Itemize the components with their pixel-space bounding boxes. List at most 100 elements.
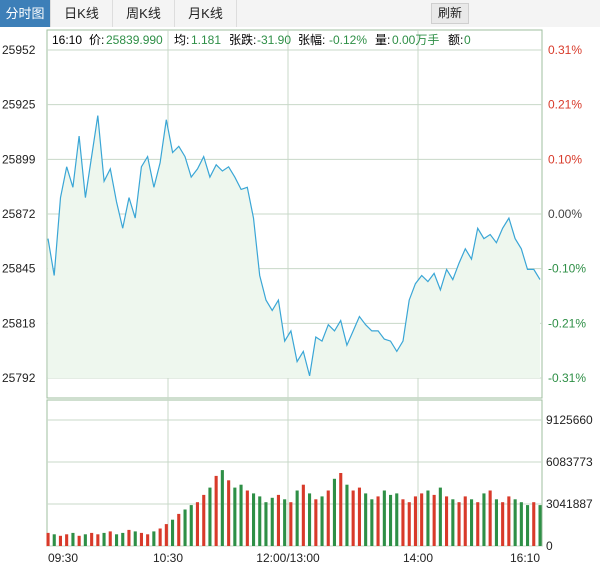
refresh-button[interactable]: 刷新 <box>431 3 470 24</box>
volume-bar <box>152 531 156 546</box>
time-tick-label: 10:30 <box>153 551 183 565</box>
volume-bar <box>245 490 249 546</box>
volume-tick-label: 3041887 <box>546 497 593 511</box>
volume-bar <box>164 524 168 546</box>
volume-bar <box>370 499 374 546</box>
volume-bar <box>46 532 50 546</box>
volume-bar <box>526 505 530 546</box>
volume-bar <box>139 532 143 546</box>
price-tick-label: 25952 <box>2 43 36 57</box>
volume-panel-frame <box>46 399 543 547</box>
volume-bar <box>438 487 442 546</box>
info-vol: 0.00万手 <box>392 33 439 47</box>
volume-bar <box>133 531 137 546</box>
volume-bar <box>470 499 474 546</box>
volume-bar <box>127 529 131 546</box>
volume-bar <box>289 502 293 546</box>
volume-bar <box>58 535 62 546</box>
tab-intraday[interactable]: 分时图 <box>0 0 51 27</box>
volume-bar <box>308 493 312 546</box>
time-tick-label: 14:00 <box>403 551 433 565</box>
volume-bar <box>52 534 56 546</box>
volume-bar <box>270 497 274 546</box>
volume-bar <box>339 473 343 546</box>
volume-bar <box>501 502 505 546</box>
volume-bar <box>413 496 417 546</box>
volume-bar <box>233 487 237 546</box>
price-tick-label: 25818 <box>2 316 36 330</box>
volume-bar <box>395 493 399 546</box>
volume-bar <box>482 493 486 546</box>
volume-bar <box>513 499 517 546</box>
volume-tick-label: 0 <box>546 539 553 553</box>
info-change: -31.90 <box>257 33 291 47</box>
volume-tick-label: 9125660 <box>546 413 593 427</box>
volume-bar <box>301 484 305 546</box>
volume-bar <box>177 513 181 546</box>
price-tick-label: 25792 <box>2 371 36 385</box>
volume-bar <box>332 478 336 546</box>
percent-tick-label: -0.31% <box>548 371 586 385</box>
volume-bars <box>46 470 542 546</box>
info-price: 25839.990 <box>106 33 163 47</box>
tab-bar: 分时图 日K线 周K线 月K线 刷新 <box>0 0 600 27</box>
price-line <box>47 115 541 377</box>
volume-bar <box>208 487 212 546</box>
percent-tick-label: -0.10% <box>548 262 586 276</box>
volume-bar <box>532 502 536 546</box>
volume-bar <box>195 502 199 546</box>
volume-bar <box>420 493 424 546</box>
volume-bar <box>351 490 355 546</box>
volume-bar <box>171 519 175 546</box>
time-tick-label: 12:00/13:00 <box>256 551 320 565</box>
volume-bar <box>158 528 162 546</box>
volume-bar <box>83 534 87 546</box>
volume-bar <box>115 534 119 546</box>
volume-bar <box>264 502 268 546</box>
volume-bar <box>239 484 243 546</box>
time-tick-label: 16:10 <box>510 551 540 565</box>
volume-bar <box>320 496 324 546</box>
volume-bar <box>220 470 224 546</box>
info-avg: 1.181 <box>191 33 221 47</box>
info-avg-label: 均: <box>174 33 189 47</box>
volume-tick-label: 6083773 <box>546 455 593 469</box>
volume-bar <box>389 494 393 546</box>
time-tick-label: 09:30 <box>48 551 78 565</box>
volume-bar <box>494 499 498 546</box>
volume-bar <box>276 494 280 546</box>
volume-bar <box>476 502 480 546</box>
percent-tick-label: -0.21% <box>548 316 586 330</box>
volume-bar <box>457 502 461 546</box>
volume-bar <box>519 502 523 546</box>
info-change-label: 张跌: <box>229 32 256 47</box>
volume-bar <box>345 484 349 546</box>
tab-daily-k[interactable]: 日K线 <box>51 0 113 27</box>
info-price-label: 价: <box>89 33 104 47</box>
volume-bar <box>189 505 193 546</box>
volume-bar <box>283 499 287 546</box>
volume-bar <box>507 496 511 546</box>
info-pct-label: 张幅: <box>298 32 325 47</box>
tab-weekly-k[interactable]: 周K线 <box>113 0 175 27</box>
volume-bar <box>401 499 405 546</box>
volume-bar <box>146 534 150 546</box>
volume-bar <box>252 493 256 546</box>
volume-bar <box>96 534 100 546</box>
price-tick-label: 25899 <box>2 152 36 166</box>
volume-bar <box>258 496 262 546</box>
percent-tick-label: 0.31% <box>548 43 582 57</box>
info-amount: 0 <box>464 33 471 47</box>
volume-bar <box>376 496 380 546</box>
volume-bar <box>202 494 206 546</box>
volume-bar <box>102 532 106 546</box>
tab-monthly-k[interactable]: 月K线 <box>175 0 237 27</box>
volume-bar <box>445 496 449 546</box>
volume-bar <box>227 480 231 546</box>
volume-bar <box>451 499 455 546</box>
volume-bar <box>77 535 81 546</box>
volume-bar <box>295 490 299 546</box>
info-vol-label: 量: <box>375 33 390 47</box>
volume-bar <box>121 532 125 546</box>
